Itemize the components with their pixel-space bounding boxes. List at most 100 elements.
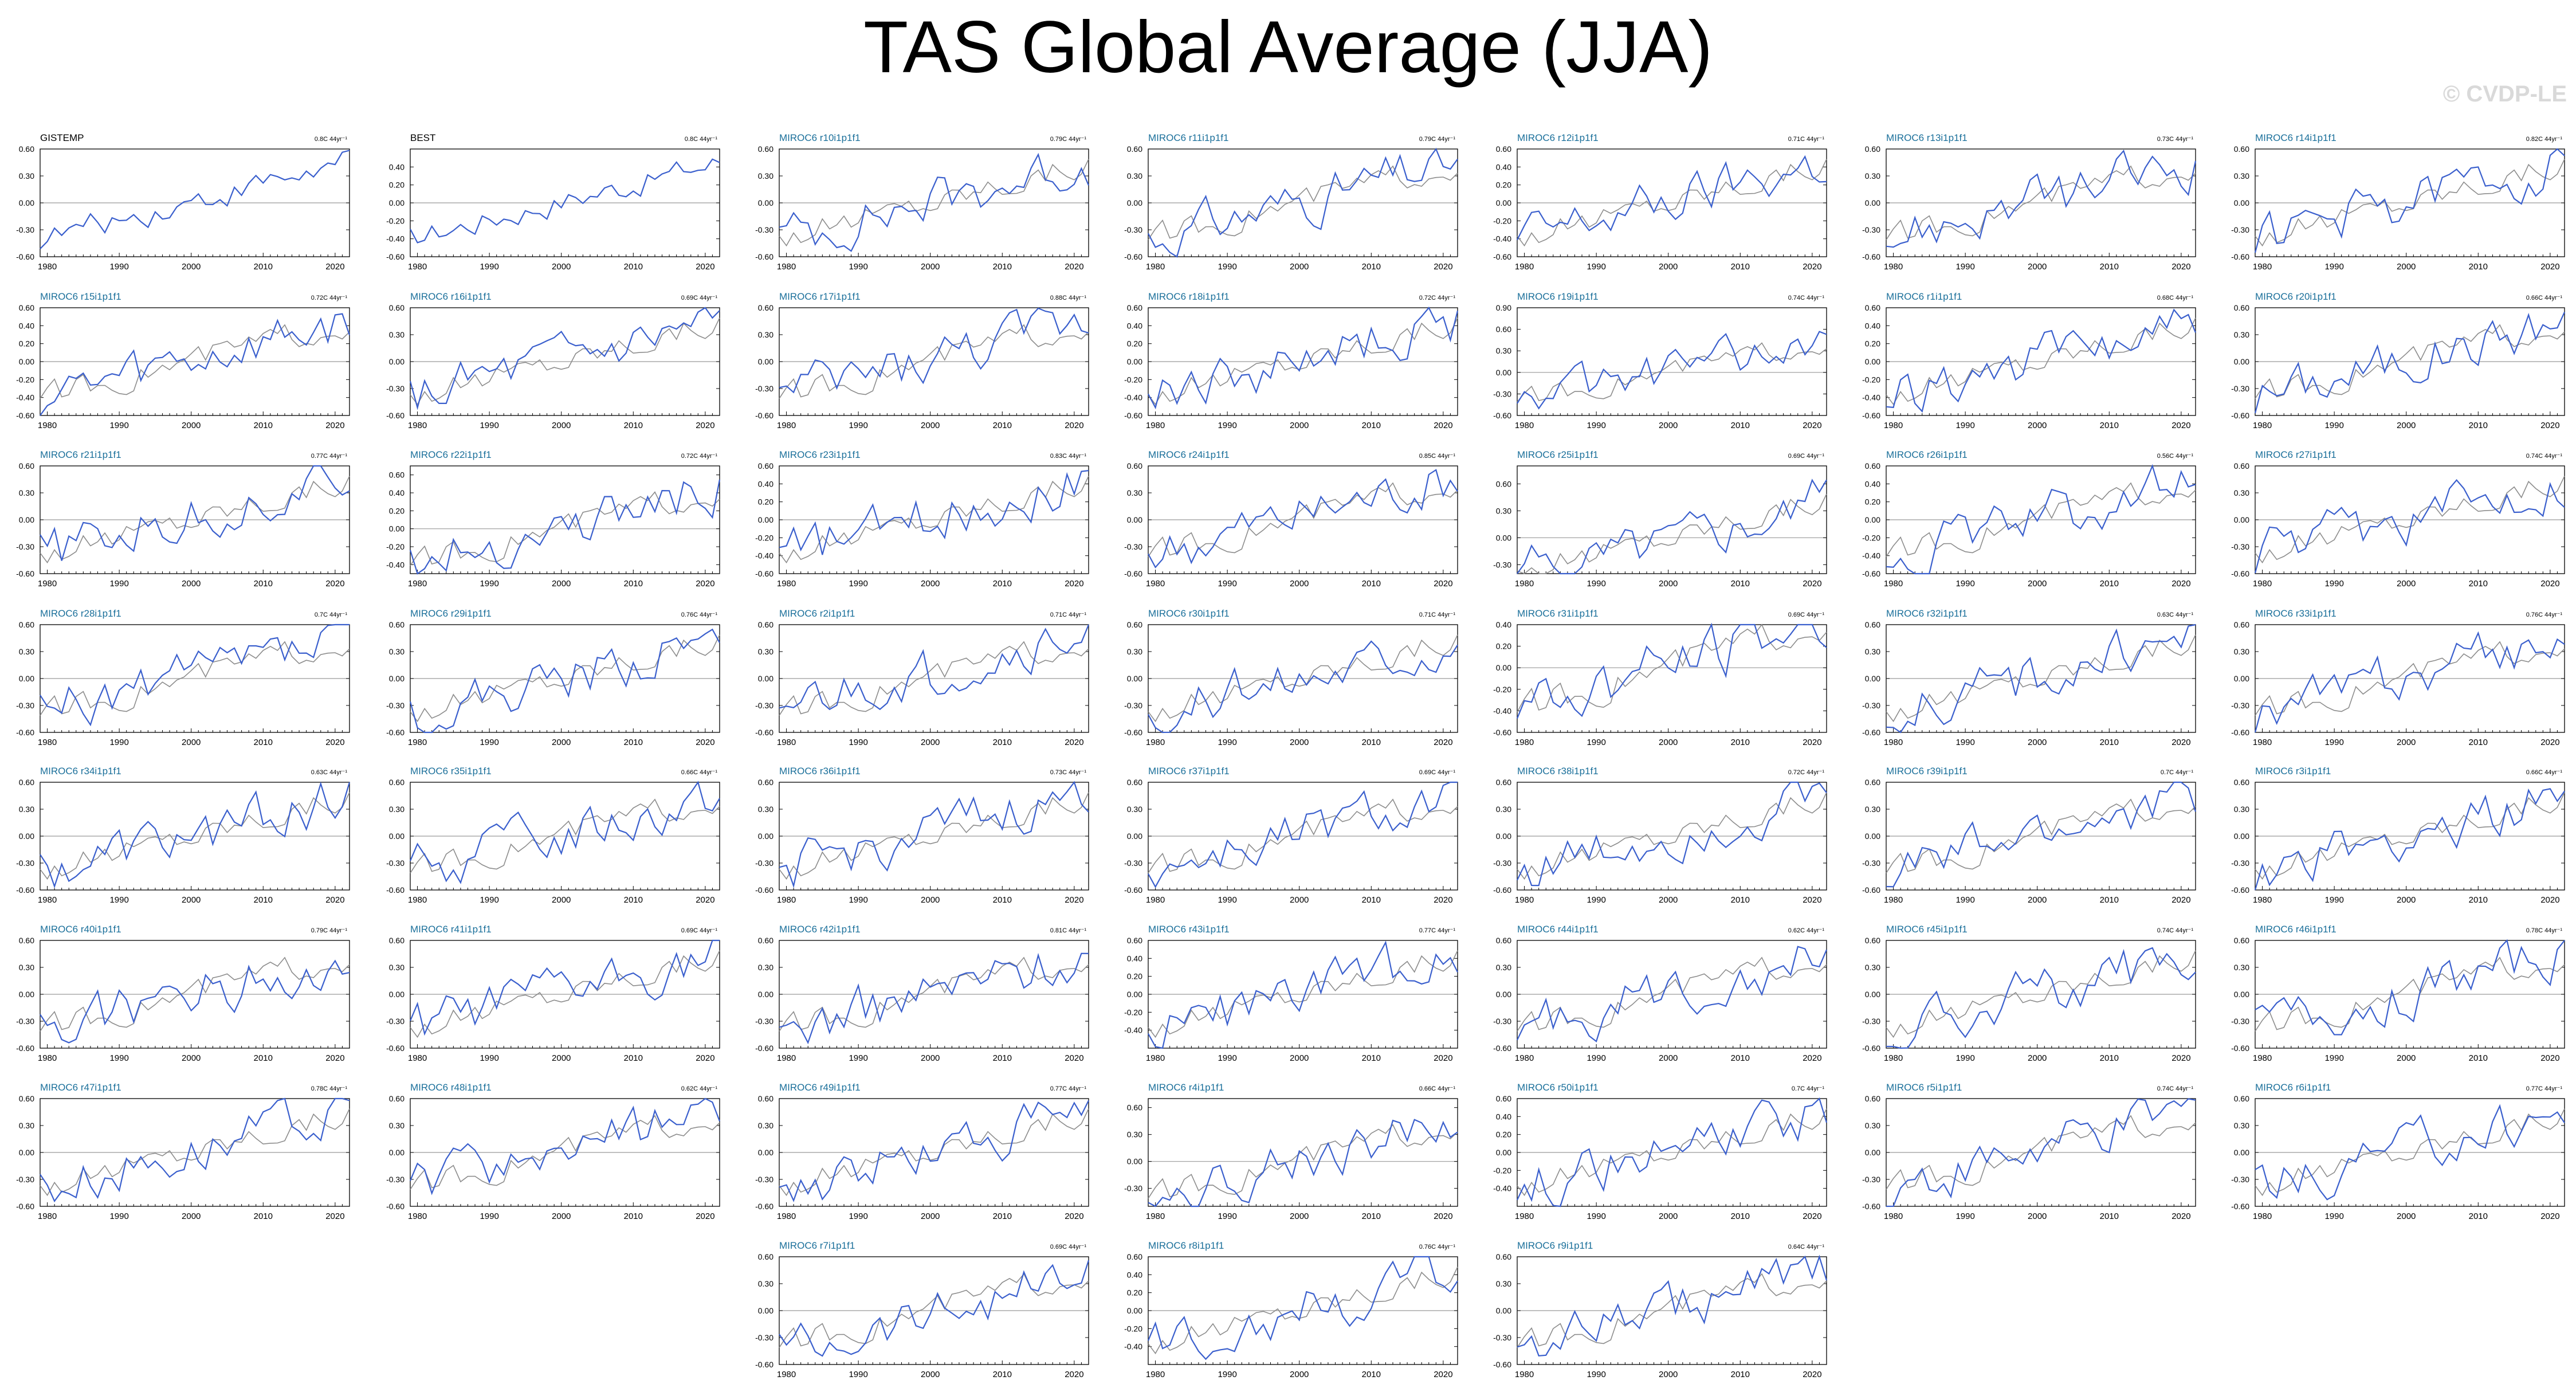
member-series-line (1517, 479, 1827, 575)
x-tick-label: 2000 (2397, 895, 2416, 905)
x-tick-label: 1990 (1218, 579, 1236, 589)
x-tick-label: 2010 (1731, 1053, 1750, 1063)
y-tick-label: 0.40 (1865, 479, 1880, 488)
y-tick-label: -0.20 (386, 542, 405, 551)
x-tick-label: 1980 (38, 579, 57, 589)
y-tick-label: 0.60 (1496, 1252, 1511, 1261)
x-tick-label: 2010 (993, 738, 1012, 747)
y-tick-label: 0.30 (758, 171, 773, 181)
chart-panel: MIROC6 r18i1p1f1 0.72C 44yr⁻¹ 0.60 0.40 0.20… (1124, 291, 1459, 430)
trend-label: 0.66C 44yr⁻¹ (681, 769, 718, 776)
x-tick-label: 1990 (1218, 738, 1236, 747)
trend-label: 0.83C 44yr⁻¹ (1050, 453, 1087, 460)
x-tick-label: 2010 (254, 895, 273, 905)
y-tick-label: 0.60 (389, 303, 405, 312)
y-tick-label: 0.60 (1127, 1103, 1142, 1112)
y-tick-label: -0.30 (2231, 1175, 2249, 1184)
panel-title: MIROC6 r40i1p1f1 (40, 924, 121, 935)
y-tick-label: -0.20 (16, 375, 34, 384)
y-tick-label: -0.60 (1862, 252, 1880, 261)
member-series-line (1147, 1256, 1458, 1360)
member-series-line (1517, 781, 1827, 887)
member-series-line (1517, 1097, 1828, 1207)
trend-label: 0.71C 44yr⁻¹ (1788, 136, 1825, 143)
y-tick-label: 0.30 (19, 647, 34, 656)
x-tick-label: 2020 (1803, 1053, 1821, 1063)
x-tick-label: 1990 (2324, 895, 2343, 905)
y-tick-label: -0.60 (386, 1044, 405, 1053)
x-tick-label: 1980 (1515, 895, 1534, 905)
y-tick-label: 0.20 (1496, 1130, 1511, 1139)
y-tick-label: 0.00 (2234, 832, 2249, 841)
x-tick-label: 1990 (1955, 421, 1974, 430)
y-tick-label: -0.60 (386, 252, 405, 261)
x-tick-label: 2010 (2100, 1211, 2119, 1221)
x-tick-label: 2000 (921, 1053, 940, 1063)
trend-label: 0.76C 44yr⁻¹ (681, 611, 718, 618)
x-tick-label: 1980 (777, 895, 796, 905)
y-tick-label: -0.30 (386, 1017, 405, 1026)
y-tick-label: -0.60 (1862, 569, 1880, 578)
y-tick-label: -0.60 (1862, 1202, 1880, 1211)
chart-panel: MIROC6 r8i1p1f1 0.76C 44yr⁻¹ 0.60 0.40 0.20 0… (1124, 1240, 1458, 1379)
x-tick-label: 2000 (182, 1053, 201, 1063)
panel-title: MIROC6 r4i1p1f1 (1148, 1082, 1224, 1093)
y-tick-label: 0.30 (1865, 171, 1880, 181)
chart-panel: MIROC6 r50i1p1f1 0.7C 44yr⁻¹ 0.60 0.40 0.20 0… (1493, 1082, 1828, 1221)
y-tick-label: 0.00 (758, 515, 773, 524)
observed-series-line (2255, 792, 2565, 880)
chart-panel: MIROC6 r48i1p1f1 0.62C 44yr⁻¹ 0.60 0.30 0.00… (386, 1082, 721, 1221)
y-tick-label: -0.20 (1124, 1324, 1142, 1333)
y-tick-label: 0.00 (758, 357, 773, 366)
x-tick-label: 1980 (1146, 262, 1165, 272)
x-tick-label: 2000 (552, 1211, 571, 1221)
trend-label: 0.69C 44yr⁻¹ (1419, 769, 1456, 776)
member-series-line (2254, 148, 2565, 253)
y-tick-label: 0.30 (389, 330, 405, 339)
x-tick-label: 1980 (1884, 579, 1903, 589)
x-tick-label: 2010 (993, 421, 1012, 430)
trend-label: 0.77C 44yr⁻¹ (311, 453, 348, 460)
y-tick-label: 0.00 (19, 832, 34, 841)
x-tick-label: 2010 (254, 738, 273, 747)
member-series-line (1517, 155, 1827, 241)
chart-panel: MIROC6 r1i1p1f1 0.68C 44yr⁻¹ 0.60 0.40 0.20 0… (1862, 291, 2197, 430)
trend-label: 0.79C 44yr⁻¹ (1419, 136, 1456, 143)
x-tick-label: 2020 (696, 421, 714, 430)
x-tick-label: 2000 (1290, 738, 1309, 747)
trend-label: 0.85C 44yr⁻¹ (1419, 453, 1456, 460)
y-tick-label: 0.20 (758, 497, 773, 507)
x-tick-label: 1990 (480, 895, 498, 905)
y-tick-label: 0.90 (1496, 303, 1511, 312)
member-series-line (779, 952, 1089, 1045)
observed-series-line (410, 1115, 720, 1190)
observed-series-line (2255, 956, 2565, 1032)
x-tick-label: 1980 (408, 738, 427, 747)
panel-title: MIROC6 r47i1p1f1 (40, 1082, 121, 1093)
y-tick-label: 0.60 (19, 778, 34, 787)
panel-title: MIROC6 r3i1p1f1 (2255, 766, 2331, 777)
x-tick-label: 2000 (2397, 1053, 2416, 1063)
observed-series-line (779, 956, 1089, 1032)
x-tick-label: 2010 (1362, 262, 1381, 272)
x-tick-label: 2020 (325, 421, 344, 430)
member-series-line (409, 1097, 721, 1195)
x-tick-label: 2020 (2540, 262, 2559, 272)
member-series-line (409, 939, 720, 1036)
y-tick-label: -0.60 (16, 1202, 34, 1211)
y-tick-label: -0.40 (1862, 393, 1880, 402)
panel-title: MIROC6 r43i1p1f1 (1148, 924, 1230, 935)
y-tick-label: 0.20 (1496, 642, 1511, 651)
panel-title: MIROC6 r6i1p1f1 (2255, 1082, 2331, 1093)
panel-title: MIROC6 r5i1p1f1 (1886, 1082, 1962, 1093)
y-tick-label: 0.00 (19, 674, 34, 683)
y-tick-label: 0.30 (389, 647, 405, 656)
y-tick-label: 0.30 (1127, 647, 1142, 656)
panel-title: MIROC6 r26i1p1f1 (1886, 449, 1968, 460)
y-tick-label: 0.60 (2234, 936, 2249, 945)
y-tick-label: 0.00 (1496, 368, 1511, 377)
y-tick-label: 0.60 (1865, 778, 1880, 787)
y-tick-label: -0.30 (16, 225, 34, 234)
y-tick-label: -0.30 (16, 701, 34, 710)
